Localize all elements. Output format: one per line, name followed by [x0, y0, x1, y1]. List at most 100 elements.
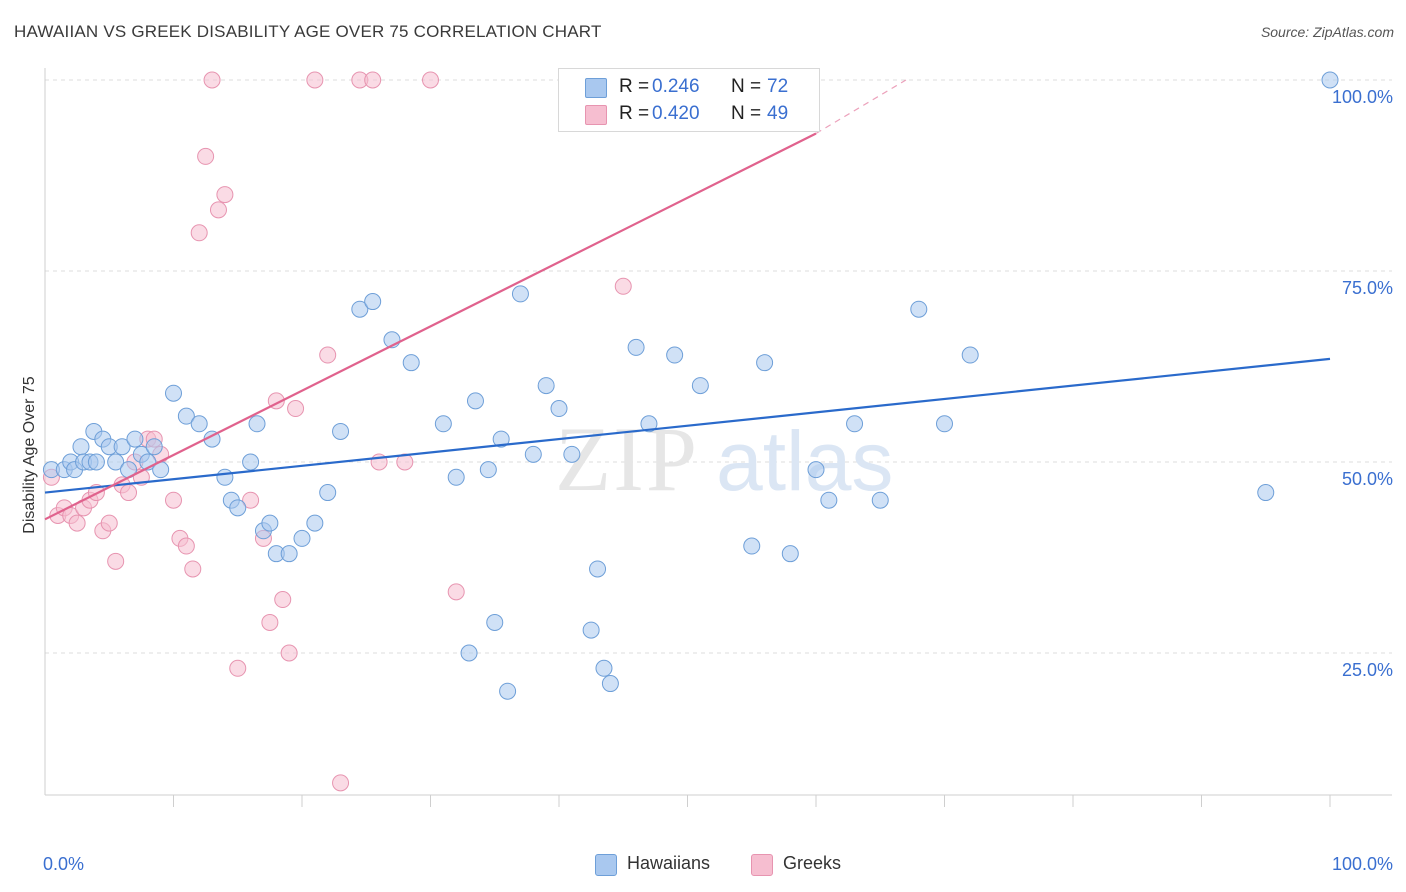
hawaiians-point — [640, 415, 658, 433]
greeks-point — [100, 514, 118, 532]
hawaiians-point — [627, 338, 645, 356]
hawaiians-point — [261, 514, 279, 532]
axes — [44, 68, 1392, 807]
hawaiians-point — [447, 468, 465, 486]
greeks-point — [614, 277, 632, 295]
hawaiians-point — [936, 415, 953, 433]
greeks-legend-swatch — [751, 854, 773, 876]
hawaiians-point — [434, 415, 452, 433]
greeks-point — [287, 400, 305, 418]
greeks-point — [120, 484, 138, 502]
n-label: N = — [731, 103, 762, 124]
hawaiians-point — [537, 377, 555, 395]
y-tick-label: 75.0% — [1342, 278, 1393, 298]
hawaiians-point — [165, 384, 182, 402]
hawaiians-swatch — [585, 78, 607, 98]
hawaiians-point — [910, 300, 928, 318]
hawaiians-point — [190, 415, 208, 433]
hawaiians-point — [460, 644, 478, 662]
greeks-point — [242, 491, 260, 509]
greeks-point — [177, 537, 195, 555]
hawaiians-point — [492, 430, 510, 448]
greeks-trend-extension — [815, 79, 907, 134]
hawaiians-point — [466, 392, 484, 410]
hawaiians-trend-line — [44, 357, 1331, 494]
hawaiians-point — [846, 415, 864, 433]
hawaiians-point — [145, 438, 163, 456]
greeks-point — [68, 514, 86, 532]
greeks-point — [261, 613, 279, 631]
y-tick-label: 100.0% — [1332, 87, 1393, 107]
x-tick-label: 0.0% — [43, 854, 84, 874]
n-value: 49 — [767, 103, 789, 124]
hawaiians-point — [486, 613, 504, 631]
hawaiians-point — [293, 529, 311, 547]
greeks-trend-line — [44, 132, 817, 521]
greeks-point — [197, 147, 215, 165]
hawaiians-point — [563, 445, 581, 463]
hawaiians-point — [807, 461, 825, 479]
hawaiians-point — [595, 659, 613, 677]
legend-row-hawaiians: R = 0.246 N = 72 — [559, 74, 819, 100]
hawaiians-point — [107, 453, 125, 471]
hawaiians-point — [499, 682, 517, 700]
greeks-point — [203, 71, 221, 89]
greeks-point — [190, 224, 208, 242]
source-label: Source: ZipAtlas.com — [1260, 24, 1394, 40]
hawaiians-point — [280, 545, 298, 563]
hawaiians-point — [524, 445, 542, 463]
greeks-point — [107, 552, 125, 570]
greeks-point — [306, 71, 324, 89]
watermark-atlas: atlas — [716, 414, 893, 508]
hawaiians-point — [479, 461, 497, 479]
greeks-point — [364, 71, 382, 89]
hawaiians-point — [961, 346, 979, 364]
x-tick-label: 100.0% — [1332, 854, 1393, 874]
greeks-point — [332, 774, 350, 792]
trend-lines — [44, 79, 1331, 521]
tick-labels: 25.0% 50.0% 75.0% 100.0% 0.0% 100.0% — [43, 87, 1393, 874]
r-label: R = — [619, 103, 650, 124]
greeks-point — [165, 491, 182, 509]
hawaiians-point — [743, 537, 761, 555]
hawaiians-point — [177, 407, 195, 425]
hawaiians-point — [126, 430, 144, 448]
legend-row-greeks: R = 0.420 N = 49 — [559, 101, 819, 127]
greeks-point — [422, 71, 439, 89]
hawaiians-point — [332, 422, 350, 440]
greeks-point — [319, 346, 337, 364]
n-value: 72 — [767, 76, 789, 97]
hawaiians-point — [756, 354, 774, 372]
hawaiians-point — [601, 675, 619, 693]
hawaiians-point — [511, 285, 529, 303]
hawaiians-point — [351, 300, 369, 318]
r-value: 0.420 — [652, 103, 700, 124]
greeks-point — [216, 186, 234, 204]
correlation-legend: R = 0.246 N = 72 R = 0.420 N = 49 — [558, 68, 820, 132]
greeks-point — [184, 560, 202, 578]
greeks-point — [280, 644, 298, 662]
hawaiians-legend-swatch — [595, 854, 617, 876]
hawaiians-point — [1257, 484, 1275, 502]
greeks-point — [229, 659, 247, 677]
hawaiians-point — [550, 400, 568, 418]
hawaiians-point — [691, 377, 709, 395]
r-value: 0.246 — [652, 76, 700, 97]
hawaiians-point — [248, 415, 266, 433]
hawaiians-point — [87, 453, 105, 471]
hawaiians-point — [229, 499, 247, 517]
greeks-point — [396, 453, 414, 471]
r-label: R = — [619, 76, 650, 97]
greeks-point — [274, 591, 292, 609]
grid-lines — [45, 79, 1392, 654]
hawaiians-point — [113, 438, 131, 456]
y-tick-label: 50.0% — [1342, 469, 1393, 489]
hawaiians-point — [319, 484, 337, 502]
series-legend: Hawaiians Greeks — [0, 850, 1406, 878]
hawaiians-point — [871, 491, 889, 509]
hawaiians-point — [666, 346, 684, 364]
hawaiians-point — [72, 438, 90, 456]
hawaiians-point — [306, 514, 324, 532]
hawaiians-point — [242, 453, 260, 471]
